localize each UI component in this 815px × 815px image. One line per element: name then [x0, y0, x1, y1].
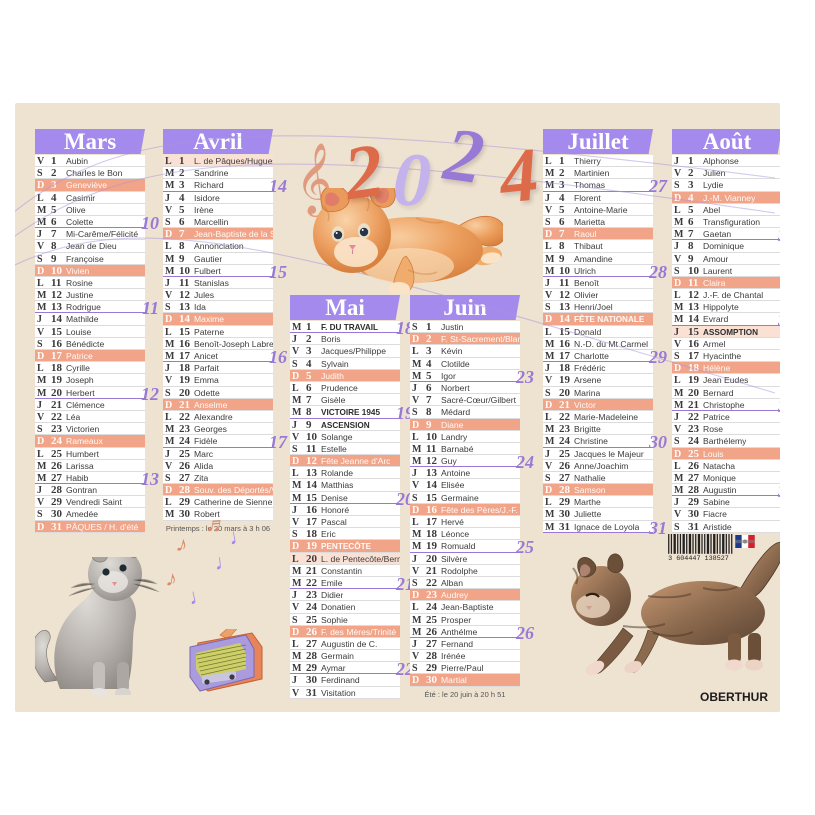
svg-text:3 604447 138527: 3 604447 138527	[668, 555, 729, 561]
svg-text:♪: ♪	[164, 565, 179, 592]
svg-text:♩: ♩	[186, 581, 213, 610]
svg-text:♪: ♪	[174, 531, 191, 558]
svg-text:♩: ♩	[227, 521, 253, 549]
svg-text:♩: ♩	[213, 548, 237, 575]
